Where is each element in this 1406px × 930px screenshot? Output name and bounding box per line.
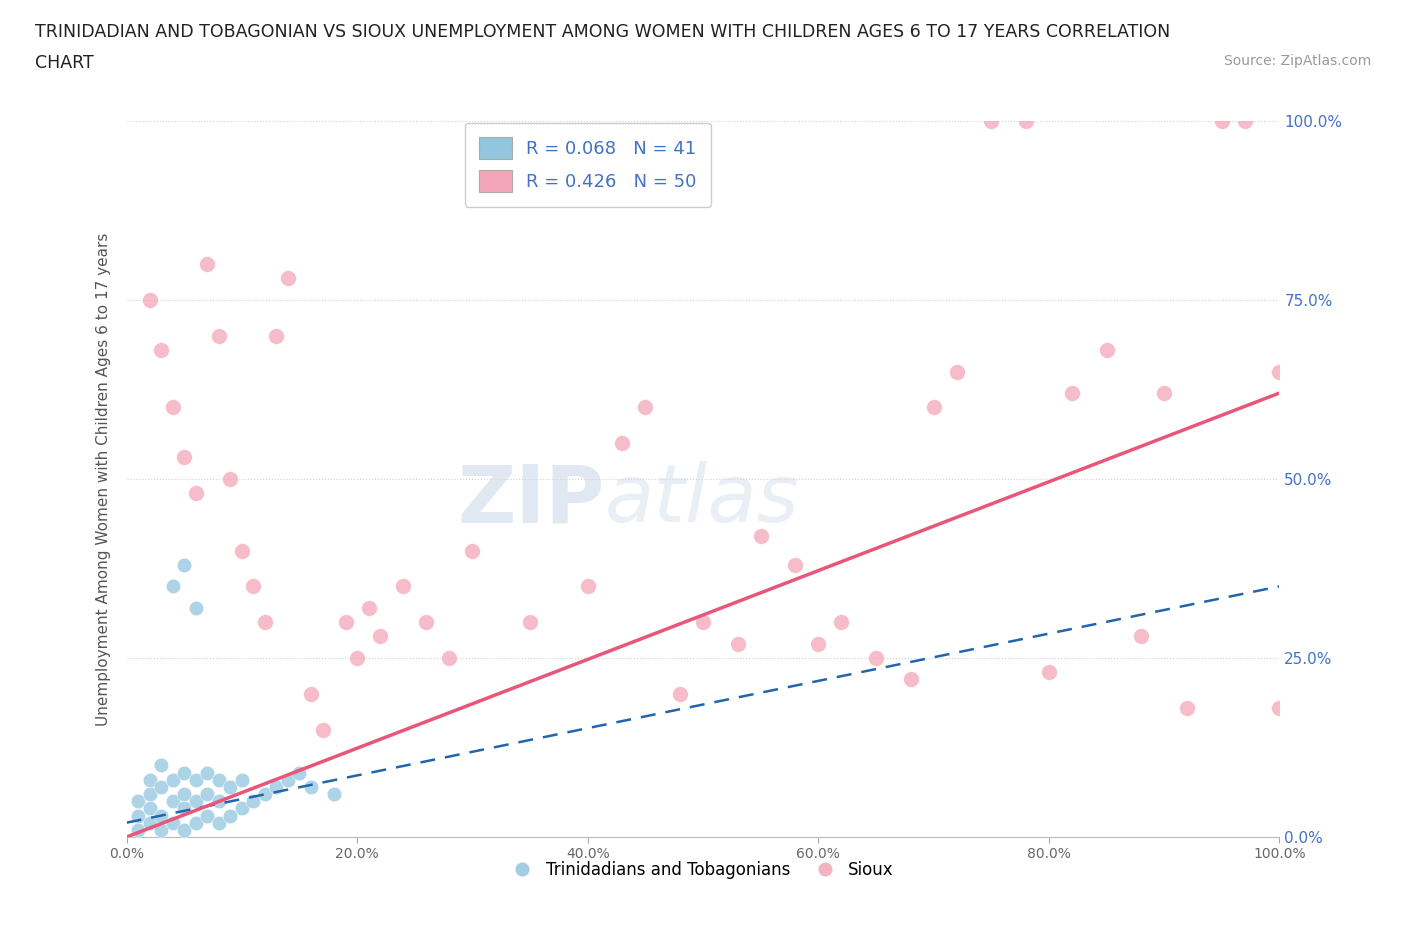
Point xyxy=(208,772,231,787)
Point xyxy=(138,772,160,787)
Point xyxy=(173,822,195,837)
Point xyxy=(323,787,346,802)
Point xyxy=(1038,665,1060,680)
Point xyxy=(692,615,714,630)
Point xyxy=(1095,342,1118,357)
Point xyxy=(277,772,299,787)
Point xyxy=(138,787,160,802)
Point xyxy=(1060,386,1083,401)
Point xyxy=(242,794,264,809)
Point xyxy=(461,543,484,558)
Point xyxy=(922,400,945,415)
Point xyxy=(231,543,253,558)
Point xyxy=(1211,113,1233,128)
Point xyxy=(127,794,149,809)
Point xyxy=(807,636,830,651)
Point xyxy=(439,651,461,666)
Point xyxy=(150,822,173,837)
Text: TRINIDADIAN AND TOBAGONIAN VS SIOUX UNEMPLOYMENT AMONG WOMEN WITH CHILDREN AGES : TRINIDADIAN AND TOBAGONIAN VS SIOUX UNEM… xyxy=(35,23,1170,41)
Point xyxy=(1153,386,1175,401)
Point xyxy=(231,772,253,787)
Point xyxy=(415,615,437,630)
Point xyxy=(138,801,160,816)
Point xyxy=(1175,700,1198,715)
Point xyxy=(195,808,218,823)
Point xyxy=(127,808,149,823)
Point xyxy=(1268,365,1291,379)
Point xyxy=(173,765,195,780)
Legend: Trinidadians and Tobagonians, Sioux: Trinidadians and Tobagonians, Sioux xyxy=(506,855,900,886)
Point xyxy=(299,779,322,794)
Point xyxy=(253,787,276,802)
Point xyxy=(208,794,231,809)
Point xyxy=(299,686,322,701)
Point xyxy=(173,787,195,802)
Point xyxy=(900,672,922,687)
Point xyxy=(173,557,195,572)
Point xyxy=(231,801,253,816)
Point xyxy=(945,365,967,379)
Point xyxy=(162,772,184,787)
Text: atlas: atlas xyxy=(605,461,800,539)
Text: Source: ZipAtlas.com: Source: ZipAtlas.com xyxy=(1223,54,1371,68)
Point xyxy=(195,257,218,272)
Point xyxy=(138,816,160,830)
Point xyxy=(335,615,357,630)
Point xyxy=(634,400,657,415)
Point xyxy=(785,557,807,572)
Point xyxy=(162,794,184,809)
Point xyxy=(669,686,692,701)
Point xyxy=(368,629,391,644)
Point xyxy=(162,578,184,594)
Point xyxy=(219,472,242,486)
Point xyxy=(266,779,288,794)
Text: CHART: CHART xyxy=(35,54,94,72)
Point xyxy=(173,450,195,465)
Point xyxy=(266,328,288,343)
Point xyxy=(980,113,1002,128)
Point xyxy=(195,765,218,780)
Point xyxy=(208,328,231,343)
Point xyxy=(138,293,160,308)
Point xyxy=(830,615,852,630)
Point xyxy=(1233,113,1256,128)
Point xyxy=(253,615,276,630)
Point xyxy=(162,816,184,830)
Point xyxy=(150,779,173,794)
Point xyxy=(150,758,173,773)
Point xyxy=(219,779,242,794)
Point xyxy=(392,578,415,594)
Point xyxy=(242,578,264,594)
Point xyxy=(184,601,207,616)
Point xyxy=(346,651,368,666)
Point xyxy=(727,636,749,651)
Point xyxy=(173,801,195,816)
Point xyxy=(162,400,184,415)
Point xyxy=(357,601,380,616)
Point xyxy=(749,529,772,544)
Point xyxy=(865,651,887,666)
Point xyxy=(277,271,299,286)
Point xyxy=(311,722,333,737)
Point xyxy=(208,816,231,830)
Point xyxy=(1130,629,1153,644)
Y-axis label: Unemployment Among Women with Children Ages 6 to 17 years: Unemployment Among Women with Children A… xyxy=(96,232,111,725)
Point xyxy=(184,794,207,809)
Point xyxy=(288,765,311,780)
Point xyxy=(195,787,218,802)
Point xyxy=(184,772,207,787)
Point xyxy=(184,816,207,830)
Point xyxy=(1268,700,1291,715)
Point xyxy=(612,435,634,451)
Point xyxy=(576,578,599,594)
Point xyxy=(219,808,242,823)
Point xyxy=(1015,113,1038,128)
Point xyxy=(127,822,149,837)
Point xyxy=(184,485,207,500)
Text: ZIP: ZIP xyxy=(458,461,605,539)
Point xyxy=(150,808,173,823)
Point xyxy=(150,342,173,357)
Point xyxy=(519,615,541,630)
